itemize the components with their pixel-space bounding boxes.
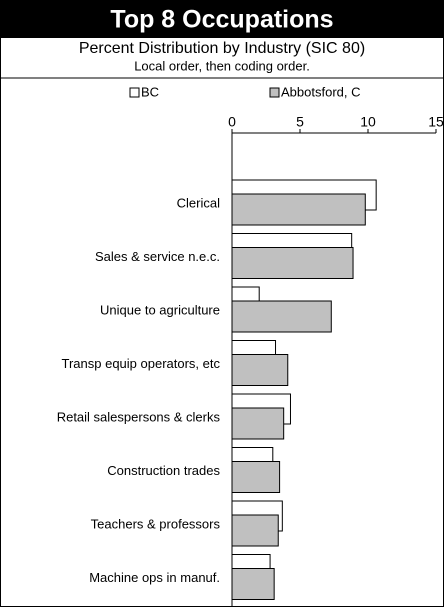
title-band: [0, 0, 444, 38]
bar: [231, 514, 279, 547]
x-tick-label: 10: [360, 114, 376, 130]
bar: [231, 300, 332, 333]
legend-label: Abbotsford, C: [281, 84, 361, 99]
y-tick-label: Unique to agriculture: [100, 302, 220, 317]
bar: [231, 247, 354, 279]
y-tick-label: Retail salespersons & clerks: [57, 409, 221, 424]
y-tick-label: Transp equip operators, etc: [62, 356, 221, 371]
y-tick-label: Machine ops in manuf.: [89, 570, 220, 585]
bar: [231, 193, 366, 226]
chart-title: Top 8 Occupations: [110, 6, 333, 34]
legend-swatch: [129, 87, 140, 98]
x-tick-label: 5: [296, 114, 304, 130]
chart-note: Local order, then coding order.: [134, 58, 310, 73]
bar: [231, 461, 281, 493]
bar: [231, 354, 289, 386]
legend-label: BC: [141, 84, 159, 99]
x-tick-label: 15: [428, 114, 444, 130]
y-tick-label: Construction trades: [107, 463, 220, 478]
y-tick-label: Clerical: [177, 195, 220, 210]
bar: [231, 407, 285, 440]
x-tick-label: 0: [228, 114, 236, 130]
y-tick-label: Sales & service n.e.c.: [95, 249, 220, 264]
legend-swatch: [269, 87, 280, 98]
chart-subtitle: Percent Distribution by Industry (SIC 80…: [79, 40, 365, 57]
bar: [231, 568, 275, 600]
y-tick-label: Teachers & professors: [91, 516, 221, 531]
